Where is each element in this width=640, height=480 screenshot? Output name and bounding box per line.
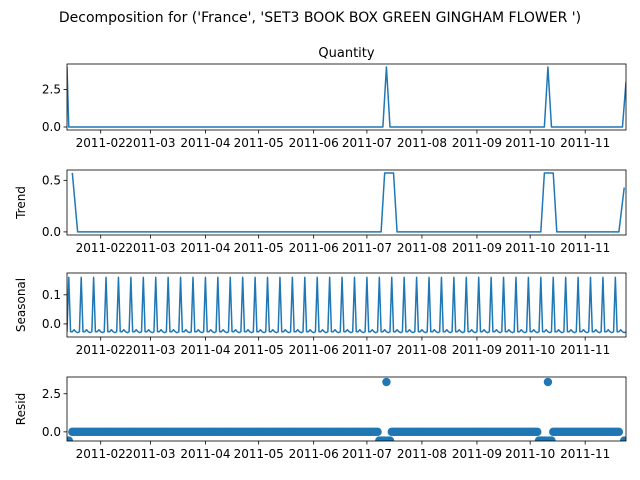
x-tick-label: 2011-04	[180, 136, 230, 150]
x-tick-label: 2011-10	[505, 241, 555, 255]
x-tick-label: 2011-09	[452, 343, 502, 357]
trend-axes-frame	[66, 169, 627, 236]
x-tick-label: 2011-07	[342, 136, 392, 150]
x-tick-label: 2011-09	[452, 136, 502, 150]
x-tick-label: 2011-11	[560, 447, 610, 461]
trend-series-line	[71, 172, 625, 233]
x-tick-label: 2011-08	[397, 447, 447, 461]
x-tick-label: 2011-05	[234, 241, 284, 255]
resid-point	[547, 436, 556, 441]
quantity-axes-frame	[66, 63, 627, 131]
x-tick-label: 2011-03	[125, 241, 175, 255]
y-tick-label: 0.0	[42, 317, 61, 331]
x-tick-label: 2011-10	[505, 343, 555, 357]
y-tick-label: 0.1	[42, 288, 61, 302]
x-tick-label: 2011-07	[342, 447, 392, 461]
resid-axes-frame	[66, 376, 627, 442]
y-tick-label: 2.5	[42, 83, 61, 97]
resid-point	[382, 377, 391, 387]
x-tick-label: 2011-02	[76, 447, 126, 461]
y-tick-label: 0.5	[42, 173, 61, 187]
seasonal-axes-frame	[66, 272, 627, 338]
x-tick-label: 2011-06	[289, 136, 339, 150]
x-tick-label: 2011-11	[560, 241, 610, 255]
x-tick-label: 2011-09	[452, 447, 502, 461]
resid-point	[385, 436, 395, 441]
x-tick-label: 2011-10	[505, 447, 555, 461]
resid-point	[533, 427, 542, 437]
resid-point	[620, 436, 626, 441]
x-tick-label: 2011-11	[560, 136, 610, 150]
x-tick-label: 2011-04	[180, 241, 230, 255]
x-tick-label: 2011-07	[342, 241, 392, 255]
panel-seasonal: 0.0 0.1 2011-02 2011-03 2011-04 2011-05 2011-0…	[14, 272, 627, 357]
seasonal-series-line	[67, 276, 626, 334]
x-tick-label: 2011-03	[125, 343, 175, 357]
x-tick-label: 2011-05	[234, 343, 284, 357]
panel-resid: 0.0 2.5 2011-02 2011-03 2011-04 2011-05 2011-0…	[14, 376, 627, 461]
x-tick-label: 2011-08	[397, 241, 447, 255]
x-tick-label: 2011-05	[234, 447, 284, 461]
x-tick-label: 2011-09	[452, 241, 502, 255]
x-tick-label: 2011-03	[125, 136, 175, 150]
x-tick-label: 2011-05	[234, 136, 284, 150]
y-tick-label: 0.0	[42, 425, 61, 439]
x-tick-label: 2011-02	[76, 343, 126, 357]
plot-area-seasonal	[67, 276, 626, 334]
resid-y-axis-label: Resid	[14, 393, 28, 425]
quantity-panel-title: Quantity	[318, 46, 374, 61]
resid-point	[373, 427, 382, 437]
panel-quantity: 0.0 2.5 2011-02 2011-03 2011-04 2011-05 2011-0…	[42, 46, 627, 150]
trend-y-axis-label: Trend	[14, 186, 28, 220]
quantity-series-line	[67, 66, 626, 128]
x-tick-label: 2011-02	[76, 136, 126, 150]
resid-point	[543, 377, 553, 387]
resid-point	[67, 436, 73, 441]
x-tick-label: 2011-04	[180, 447, 230, 461]
plot-area-quantity	[67, 66, 626, 128]
panel-trend: 0.0 0.5 2011-02 2011-03 2011-04 2011-05 2011-0…	[14, 169, 627, 255]
plot-area-resid	[67, 377, 626, 441]
x-tick-label: 2011-04	[180, 343, 230, 357]
x-tick-label: 2011-06	[289, 241, 339, 255]
x-tick-label: 2011-08	[397, 343, 447, 357]
y-tick-label: 2.5	[42, 387, 61, 401]
x-tick-label: 2011-06	[289, 343, 339, 357]
figure-title: Decomposition for ('France', 'SET3 BOOK …	[59, 10, 581, 26]
x-tick-label: 2011-08	[397, 136, 447, 150]
x-tick-label: 2011-06	[289, 447, 339, 461]
y-tick-label: 0.0	[42, 225, 61, 239]
x-tick-label: 2011-07	[342, 343, 392, 357]
x-tick-label: 2011-11	[560, 343, 610, 357]
seasonal-y-axis-label: Seasonal	[14, 278, 28, 332]
x-tick-label: 2011-10	[505, 136, 555, 150]
plot-area-trend	[71, 172, 625, 233]
x-tick-label: 2011-03	[125, 447, 175, 461]
x-tick-label: 2011-02	[76, 241, 126, 255]
resid-point	[614, 427, 624, 437]
y-tick-label: 0.0	[42, 120, 61, 134]
